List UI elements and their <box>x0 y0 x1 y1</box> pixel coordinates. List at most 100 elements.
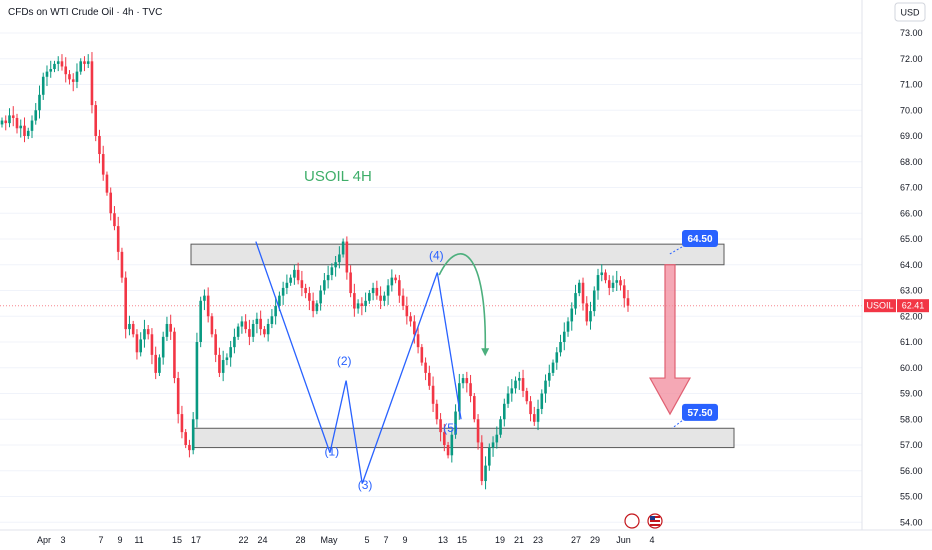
candle-body <box>19 125 23 129</box>
time-tick: 5 <box>364 535 369 545</box>
candle-body <box>8 115 11 124</box>
candle-body <box>188 445 191 451</box>
time-tick: Apr <box>37 535 51 545</box>
candle-body <box>405 305 409 317</box>
candle-body <box>64 66 68 75</box>
time-tick: 17 <box>191 535 201 545</box>
candle-body <box>259 318 262 330</box>
target-price-lower: 57.50 <box>687 408 712 419</box>
wave-segment[interactable] <box>329 380 347 453</box>
candle-body <box>221 360 225 373</box>
wave-segment[interactable] <box>436 272 462 420</box>
time-tick: 19 <box>495 535 505 545</box>
candle-body <box>517 378 521 381</box>
elliott-wave-lines[interactable] <box>255 241 462 484</box>
candle-body <box>446 445 450 456</box>
time-tick: 11 <box>134 535 143 545</box>
candle-body <box>484 465 487 482</box>
symbol-tag: USOIL <box>866 301 893 311</box>
candle-body <box>326 275 330 281</box>
candle-body <box>251 323 255 337</box>
chart-annotation-title: USOIL 4H <box>304 168 372 185</box>
candle-body <box>345 241 349 273</box>
candle-body <box>109 192 113 214</box>
candle-body <box>443 432 446 445</box>
wave-segment[interactable] <box>345 380 363 484</box>
down-arrow-icon[interactable] <box>648 264 692 416</box>
time-tick: 15 <box>457 535 467 545</box>
candle-body <box>353 293 356 309</box>
candle-body <box>236 326 240 337</box>
time-tick: 15 <box>172 535 182 545</box>
time-axis-labels: Apr 3 7 9 11 15 17 22 24 28 May 5 7 9 13 15 19 21 23 27 29 Ju… <box>37 535 655 545</box>
candle-body <box>566 321 570 332</box>
currency-label: USD <box>900 8 920 18</box>
price-tick: 71.00 <box>900 80 923 90</box>
candle-body <box>165 323 169 337</box>
candle-body <box>311 300 315 312</box>
chart-header-title: CFDs on WTI Crude Oil · 4h · TVC <box>8 7 162 18</box>
wave-segment[interactable] <box>255 241 331 453</box>
candle-body <box>120 251 124 278</box>
economic-events[interactable] <box>624 513 663 529</box>
candle-body <box>398 280 401 296</box>
time-tick: 23 <box>533 535 543 545</box>
currency-badge[interactable]: USD <box>894 2 926 22</box>
candle-body <box>229 347 232 358</box>
candle-body <box>255 318 259 324</box>
projection-curve-arrow[interactable] <box>438 253 487 353</box>
candle-body <box>210 316 214 335</box>
candle-body <box>577 282 581 294</box>
candle-body <box>375 287 379 296</box>
candle-body <box>330 267 334 276</box>
candle-body <box>622 285 626 299</box>
candle-body <box>596 275 600 291</box>
wave-label: (2) <box>337 354 352 368</box>
candle-body <box>154 354 157 373</box>
price-tick: 73.00 <box>900 28 923 38</box>
wave-label: (3) <box>358 478 373 492</box>
projection-curve-arrowhead <box>481 348 490 357</box>
candle-body <box>532 414 536 422</box>
candle-body <box>233 336 236 348</box>
candle-body <box>218 354 221 373</box>
candle-body <box>439 419 442 433</box>
event-icon[interactable] <box>624 513 640 529</box>
candle-body <box>263 329 266 335</box>
candle-body <box>41 76 45 95</box>
candle-body <box>495 434 499 443</box>
candle-body <box>79 61 83 72</box>
candle-body <box>206 295 210 317</box>
candle-body <box>390 277 394 286</box>
candle-body <box>30 120 34 131</box>
last-price-tag: 62.41 <box>902 301 925 311</box>
candle-body <box>585 303 589 322</box>
wave-segment[interactable] <box>361 272 438 484</box>
candle-body <box>105 174 109 193</box>
candle-body <box>169 323 172 332</box>
price-tick: 70.00 <box>900 105 923 115</box>
candle-body <box>480 442 484 482</box>
candle-body <box>180 414 184 433</box>
wave-label: (5) <box>443 421 458 435</box>
candle-body <box>607 280 611 288</box>
symbol-price-tag: USOIL 62.41 <box>864 299 929 313</box>
candle-body <box>450 434 454 456</box>
candle-body <box>521 378 525 391</box>
candle-body <box>146 329 150 335</box>
candle-body <box>34 110 38 121</box>
candle-body <box>124 277 128 330</box>
support-zone[interactable] <box>193 427 735 449</box>
candle-body <box>240 321 244 327</box>
candle-body <box>502 403 506 420</box>
candle-body <box>4 120 8 124</box>
target-badge-upper[interactable]: 64.50 <box>668 230 718 255</box>
candle-body <box>323 280 326 291</box>
time-tick: 21 <box>514 535 524 545</box>
candle-body <box>562 331 566 342</box>
target-badge-lower[interactable]: 57.50 <box>671 403 718 429</box>
candle-body <box>98 136 101 155</box>
candle-body <box>225 357 229 361</box>
candle-body <box>428 372 431 386</box>
